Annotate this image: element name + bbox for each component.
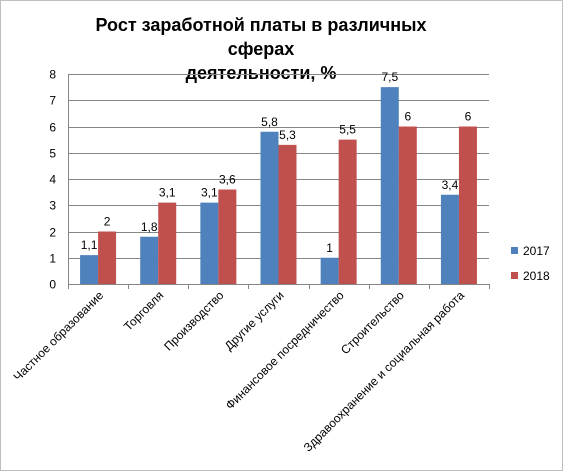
data-label-2017-6: 3,4 — [442, 178, 459, 192]
bar-2017-6 — [440, 194, 459, 284]
data-label-2018-0: 2 — [104, 215, 111, 229]
legend-swatch-2017 — [511, 247, 518, 254]
data-label-2017-5: 7,5 — [381, 70, 398, 84]
chart-title: Рост заработной платы в различных сферах… — [61, 13, 461, 85]
x-category-label-0: Частное образование — [11, 288, 107, 384]
bar-2018-5 — [398, 126, 417, 284]
data-label-2017-1: 1,8 — [141, 220, 158, 234]
bar-2017-4 — [320, 257, 339, 284]
y-tick-label: 1 — [49, 252, 56, 266]
bar-2018-6 — [458, 126, 477, 284]
y-tick-label: 4 — [49, 173, 56, 187]
data-label-2018-3: 5,3 — [279, 128, 296, 142]
data-label-2018-6: 6 — [465, 110, 472, 124]
bar-2018-4 — [338, 139, 357, 284]
y-tick-label: 8 — [49, 68, 56, 82]
y-tick-label: 6 — [49, 121, 56, 135]
bar-2018-1 — [158, 202, 177, 284]
chart-title-line-1: Рост заработной платы в различных сферах — [95, 15, 427, 59]
bar-2017-0 — [80, 255, 99, 284]
data-label-2017-0: 1,1 — [81, 238, 98, 252]
bar-2017-3 — [260, 131, 279, 284]
y-tick-label: 0 — [49, 278, 56, 292]
x-category-label-4: Финансовое посредничество — [223, 288, 347, 412]
data-label-2017-4: 1 — [326, 241, 333, 255]
data-label-2017-2: 3,1 — [201, 186, 218, 200]
data-label-2018-2: 3,6 — [219, 173, 236, 187]
bar-2017-5 — [380, 87, 399, 284]
y-tick-label: 3 — [49, 199, 56, 213]
bar-2017-2 — [200, 202, 219, 284]
chart-title-line-2: деятельности, % — [185, 63, 337, 83]
legend-swatch-2018 — [511, 272, 518, 279]
data-label-2017-3: 5,8 — [261, 115, 278, 129]
bar-2017-1 — [140, 236, 159, 284]
bar-2018-2 — [218, 189, 237, 284]
bar-2018-0 — [98, 231, 117, 284]
data-label-2018-1: 3,1 — [159, 186, 176, 200]
data-label-2018-4: 5,5 — [339, 123, 356, 137]
x-category-label-3: Другие услуги — [222, 288, 287, 353]
x-category-label-5: Строительство — [338, 288, 407, 357]
y-tick-label: 5 — [49, 147, 56, 161]
y-tick-label: 2 — [49, 226, 56, 240]
data-label-2018-5: 6 — [404, 110, 411, 124]
y-tick-label: 7 — [49, 94, 56, 108]
legend-label-2017: 2017 — [523, 244, 550, 258]
bar-2018-3 — [278, 144, 297, 284]
legend-label-2018: 2018 — [523, 269, 550, 283]
x-category-label-1: Торговля — [121, 288, 166, 333]
x-category-label-2: Производство — [161, 288, 226, 353]
